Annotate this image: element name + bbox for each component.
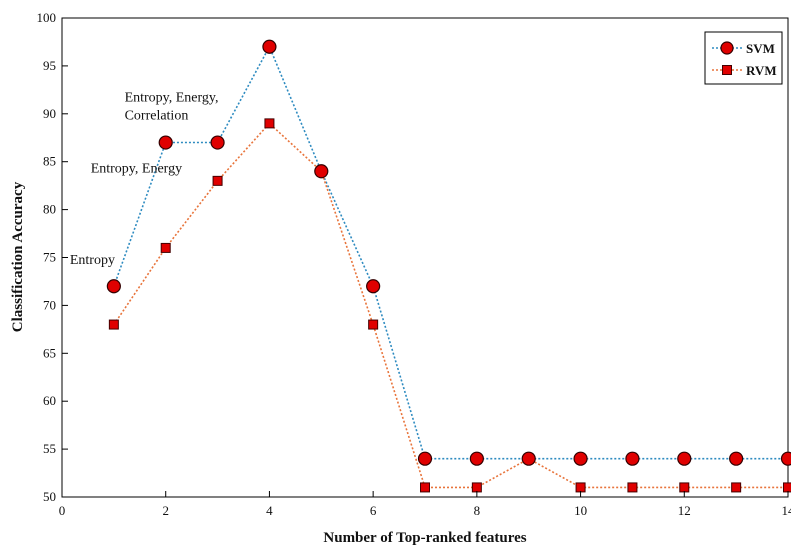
x-tick-label: 12: [678, 503, 691, 518]
legend-rvm-marker: [722, 65, 732, 75]
annotation-label: Entropy: [70, 253, 115, 268]
y-axis-title: Classification Accuracy: [10, 181, 26, 332]
rvm-point: [575, 482, 586, 493]
rvm-point: [420, 482, 430, 493]
rvm-point: [627, 482, 638, 493]
y-tick-label: 65: [43, 345, 56, 360]
annotation-layer: Entropy Entropy, Energy Entropy, Energy, Co…: [70, 91, 219, 269]
svm-point: [573, 451, 588, 466]
annotation-label: Correlation: [125, 109, 189, 124]
x-tick-label: 8: [474, 503, 481, 518]
x-tick-label: 10: [574, 503, 587, 518]
rvm-point: [731, 482, 742, 493]
svm-point: [262, 39, 277, 54]
svm-point: [625, 451, 640, 466]
series-layer: [106, 39, 791, 493]
rvm-point: [368, 319, 379, 330]
y-tick-label: 50: [43, 489, 56, 504]
x-tick-label: 0: [59, 503, 66, 518]
legend: SVM RVM: [704, 31, 783, 85]
series-lines: [113, 44, 788, 489]
y-tick-label: 80: [43, 202, 56, 217]
y-tick-label: 60: [43, 393, 56, 408]
x-axis-title: Number of Top-ranked features: [323, 530, 526, 546]
annotation-label: Entropy, Energy: [91, 162, 182, 177]
svm-point: [729, 451, 744, 466]
svm-point: [780, 451, 791, 466]
y-tick-label: 55: [43, 441, 56, 456]
x-tick-label: 4: [266, 503, 273, 518]
legend-svm-marker: [720, 41, 734, 55]
y-tick-label: 95: [43, 58, 56, 73]
rvm-point: [264, 118, 275, 129]
tick-layer: 0 2 4 6 8 10 12 14 50 55 60 65 70 75 80 85 90 95 100: [37, 10, 791, 518]
plot-area: [61, 17, 789, 498]
y-tick-label: 90: [43, 106, 56, 121]
x-tick-label: 2: [162, 503, 169, 518]
x-tick-label: 6: [370, 503, 377, 518]
svm-point: [210, 135, 225, 150]
x-tick-label: 14: [782, 503, 791, 518]
svm-point: [469, 451, 484, 466]
svm-point: [158, 135, 173, 150]
legend-svm-label: SVM: [746, 41, 775, 56]
y-tick-label: 75: [43, 250, 56, 265]
svm-point: [417, 451, 433, 466]
svm-point: [677, 451, 692, 466]
rvm-point: [212, 175, 223, 186]
y-tick-label: 100: [37, 10, 57, 25]
series-markers: [106, 39, 791, 493]
svm-series-line: [113, 44, 788, 460]
annotation-label: Entropy, Energy,: [125, 91, 219, 106]
y-tick-label: 70: [43, 297, 56, 312]
legend-rvm-label: RVM: [746, 63, 777, 78]
svm-point: [106, 279, 121, 294]
svm-point: [521, 451, 536, 466]
rvm-point: [108, 319, 119, 330]
svm-point: [366, 279, 381, 294]
rvm-point: [471, 482, 482, 493]
rvm-point: [783, 482, 791, 493]
svm-point: [314, 164, 329, 179]
rvm-point: [160, 242, 171, 253]
y-tick-label: 85: [43, 154, 56, 169]
legend-box: [704, 31, 783, 85]
rvm-point: [679, 482, 690, 493]
